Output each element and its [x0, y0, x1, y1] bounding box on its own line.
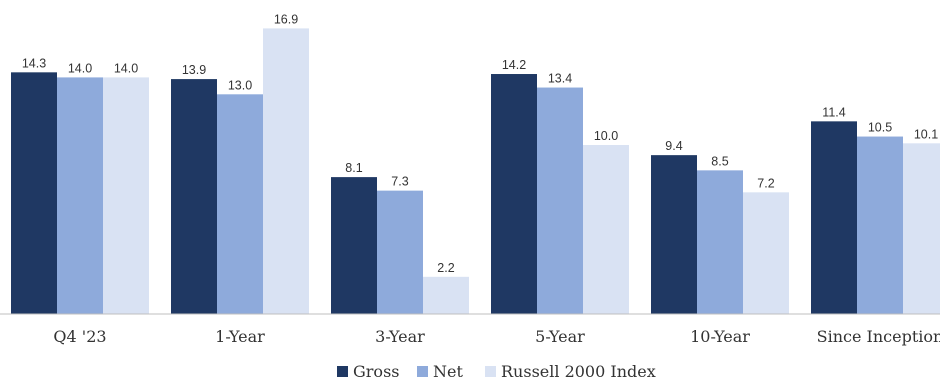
legend-label: Gross	[353, 362, 399, 379]
value-label: 13.4	[548, 72, 572, 86]
value-label: 13.0	[228, 78, 252, 92]
bar-russell-2000-index-5	[903, 143, 940, 314]
bar-net-4	[697, 170, 743, 314]
bar-russell-2000-index-2	[423, 276, 469, 314]
legend-swatch-gross	[337, 366, 348, 377]
bar-russell-2000-index-4	[743, 192, 789, 314]
legend-label: Russell 2000 Index	[501, 362, 656, 379]
value-label: 16.9	[274, 12, 298, 26]
legend-label: Net	[433, 362, 463, 379]
value-label: 14.3	[22, 56, 46, 70]
bar-net-3	[537, 87, 583, 314]
category-labels-layer: Q4 '23 1-Year 3-Year 5-Year 10-Year Since Inc…	[53, 327, 940, 346]
category-label: Since Inception	[817, 327, 940, 346]
bar-gross-2	[331, 177, 377, 314]
value-label: 7.3	[391, 175, 408, 189]
value-label: 8.1	[345, 161, 362, 175]
value-label: 14.0	[68, 61, 92, 75]
value-label: 10.1	[914, 127, 938, 141]
bar-russell-2000-index-0	[103, 77, 149, 315]
value-label: 9.4	[665, 139, 682, 153]
value-label: 14.2	[502, 58, 526, 72]
bar-gross-0	[11, 72, 57, 314]
bar-russell-2000-index-3	[583, 145, 629, 314]
bar-net-0	[57, 77, 103, 315]
category-label: 3-Year	[375, 327, 425, 346]
bars-layer	[11, 28, 940, 315]
category-label: 10-Year	[690, 327, 750, 346]
value-label: 11.4	[822, 105, 845, 119]
value-label: 8.5	[711, 154, 728, 168]
bar-net-5	[857, 136, 903, 314]
legend: Gross Net Russell 2000 Index	[337, 362, 656, 379]
bar-gross-1	[171, 79, 217, 314]
bar-net-1	[217, 94, 263, 314]
value-label: 2.2	[437, 261, 454, 275]
bar-gross-4	[651, 155, 697, 314]
category-label: 1-Year	[215, 327, 265, 346]
category-label: 5-Year	[535, 327, 585, 346]
category-label: Q4 '23	[53, 327, 106, 346]
legend-swatch-net	[417, 366, 428, 377]
value-labels-layer: 14.3 14.0 14.0 13.9 13.0 16.9 8.1 7.3 2.2 14.2 13.…	[22, 12, 938, 274]
value-label: 14.0	[114, 61, 138, 75]
bar-gross-5	[811, 121, 857, 314]
value-label: 7.2	[757, 176, 774, 190]
legend-swatch-russell-2000-index	[485, 366, 496, 377]
value-label: 13.9	[182, 63, 206, 77]
bar-gross-3	[491, 74, 537, 315]
value-label: 10.0	[594, 129, 618, 143]
bar-net-2	[377, 190, 423, 314]
value-label: 10.5	[868, 121, 892, 135]
bar-russell-2000-index-1	[263, 28, 309, 314]
